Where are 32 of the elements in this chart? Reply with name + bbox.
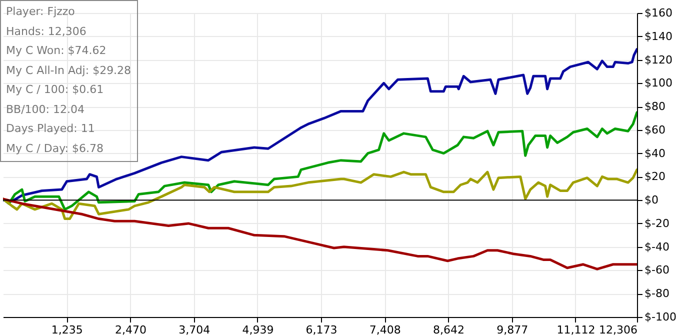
annotation: Days Played: 11: [6, 121, 96, 137]
annotation: My C Won: $74.62: [6, 43, 108, 59]
x-tick-label: 3,704: [178, 324, 210, 336]
y-tick-label: $-60: [644, 264, 670, 277]
y-tick-label: $40: [644, 146, 666, 160]
y-tick-label: $0: [644, 194, 658, 207]
x-tick-label: 9,877: [496, 324, 528, 336]
y-tick-label: $-80: [644, 287, 670, 300]
x-tick-label: 7,408: [369, 324, 401, 336]
y-tick-label: $-40: [644, 240, 670, 254]
annotation: My C / 100: $0.61: [6, 82, 105, 98]
y-tick-label: $-20: [644, 216, 670, 230]
annotation: Player: Fjzzo: [6, 4, 76, 20]
annotation: My C All-In Adj: $29.28: [6, 62, 132, 78]
annotation: My C / Day: $6.78: [6, 140, 104, 156]
y-tick-label: $20: [644, 170, 666, 184]
x-tick-label: 12,306: [599, 324, 638, 336]
annotation: BB/100: 12.04: [6, 102, 86, 118]
x-tick-label: 1,235: [51, 324, 83, 336]
y-tick-label: $60: [644, 123, 666, 136]
x-tick-label: 4,939: [242, 324, 274, 336]
x-tick-label: 2,470: [115, 324, 147, 336]
y-tick-label: $160: [644, 6, 672, 20]
y-tick-label: $80: [644, 100, 666, 114]
x-tick-label: 6,173: [306, 324, 338, 336]
y-tick-label: $140: [644, 30, 672, 43]
y-tick-label: $-100: [644, 310, 676, 324]
x-tick-label: 8,642: [432, 324, 464, 336]
y-tick-label: $100: [644, 76, 672, 90]
y-tick-label: $120: [644, 53, 672, 66]
x-tick-label: 11,112: [556, 324, 596, 336]
annotation: Hands: 12,306: [6, 24, 88, 40]
